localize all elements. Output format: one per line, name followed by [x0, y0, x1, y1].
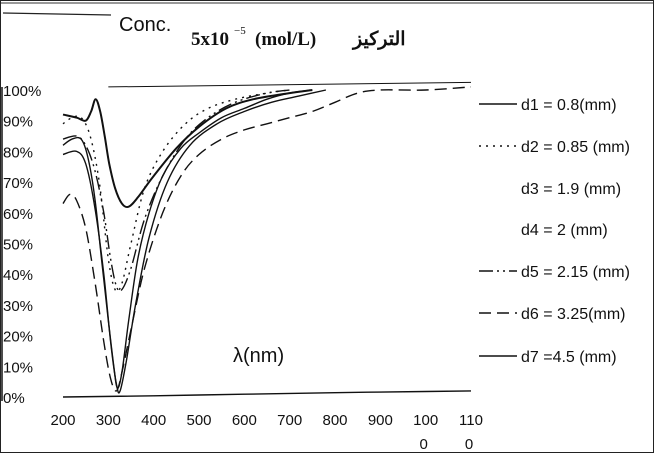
legend-label-d2: d2 = 0.85 (mm): [521, 139, 630, 156]
x-tick-label-wrap: 0: [419, 436, 427, 452]
plot-area: [62, 81, 472, 398]
y-tick-label: 70%: [3, 175, 33, 192]
x-tick-label: 300: [96, 412, 121, 429]
x-tick-label-wrap: 0: [465, 436, 473, 452]
y-tick-label: 50%: [3, 237, 33, 254]
x-tick-label: 400: [141, 412, 166, 429]
series-line-d3: [62, 89, 313, 209]
top-boundary-line: [108, 81, 472, 88]
title-exponent: −5: [234, 25, 246, 37]
series-line-d6: [62, 86, 472, 392]
x-tick-label: 900: [368, 412, 393, 429]
legend-label-d6: d6 = 3.25(mm): [521, 306, 625, 323]
title-prefix: Conc.: [119, 14, 171, 36]
y-tick-label: 80%: [3, 144, 33, 161]
y-tick-label: 60%: [3, 206, 33, 223]
x-tick-label: 100: [413, 412, 438, 429]
series-line-d4: [62, 89, 327, 394]
x-tick-label: 500: [186, 412, 211, 429]
x-tick-label: 700: [277, 412, 302, 429]
y-tick-label: 0%: [3, 390, 25, 407]
y-tick-label: 90%: [3, 114, 33, 131]
series-line-d5: [62, 89, 290, 292]
x-tick-label: 200: [50, 412, 75, 429]
title-value: 5x10: [191, 29, 229, 50]
series-line-d7: [62, 390, 472, 398]
x-tick-label: 600: [232, 412, 257, 429]
series-line-d2: [62, 89, 290, 293]
title-rule: [2, 12, 112, 16]
title-arabic: التركيز: [351, 29, 406, 50]
legend: d1 = 0.8(mm) d2 = 0.85 (mm) d3 = 1.9 (mm) d…: [479, 97, 630, 366]
y-tick-label: 10%: [3, 359, 33, 376]
y-tick-label: 100%: [3, 83, 41, 100]
legend-label-d1: d1 = 0.8(mm): [521, 97, 617, 114]
title-unit: (mol/L): [255, 29, 316, 50]
y-tick-label: 20%: [3, 329, 33, 346]
legend-label-d4: d4 = 2 (mm): [521, 222, 608, 239]
legend-label-d3: d3 = 1.9 (mm): [521, 181, 621, 198]
x-axis-label: λ(nm): [233, 345, 284, 367]
series-line-d1: [62, 89, 313, 389]
legend-label-d7: d7 =4.5 (mm): [521, 349, 617, 366]
y-tick-label: 40%: [3, 267, 33, 284]
y-tick-labels: 0% 10% 20% 30% 40% 50% 60% 70% 80% 90% 100%: [3, 83, 41, 407]
legend-label-d5: d5 = 2.15 (mm): [521, 264, 630, 281]
x-tick-label: 800: [322, 412, 347, 429]
x-tick-label: 110: [459, 412, 483, 429]
y-tick-label: 30%: [3, 298, 33, 315]
